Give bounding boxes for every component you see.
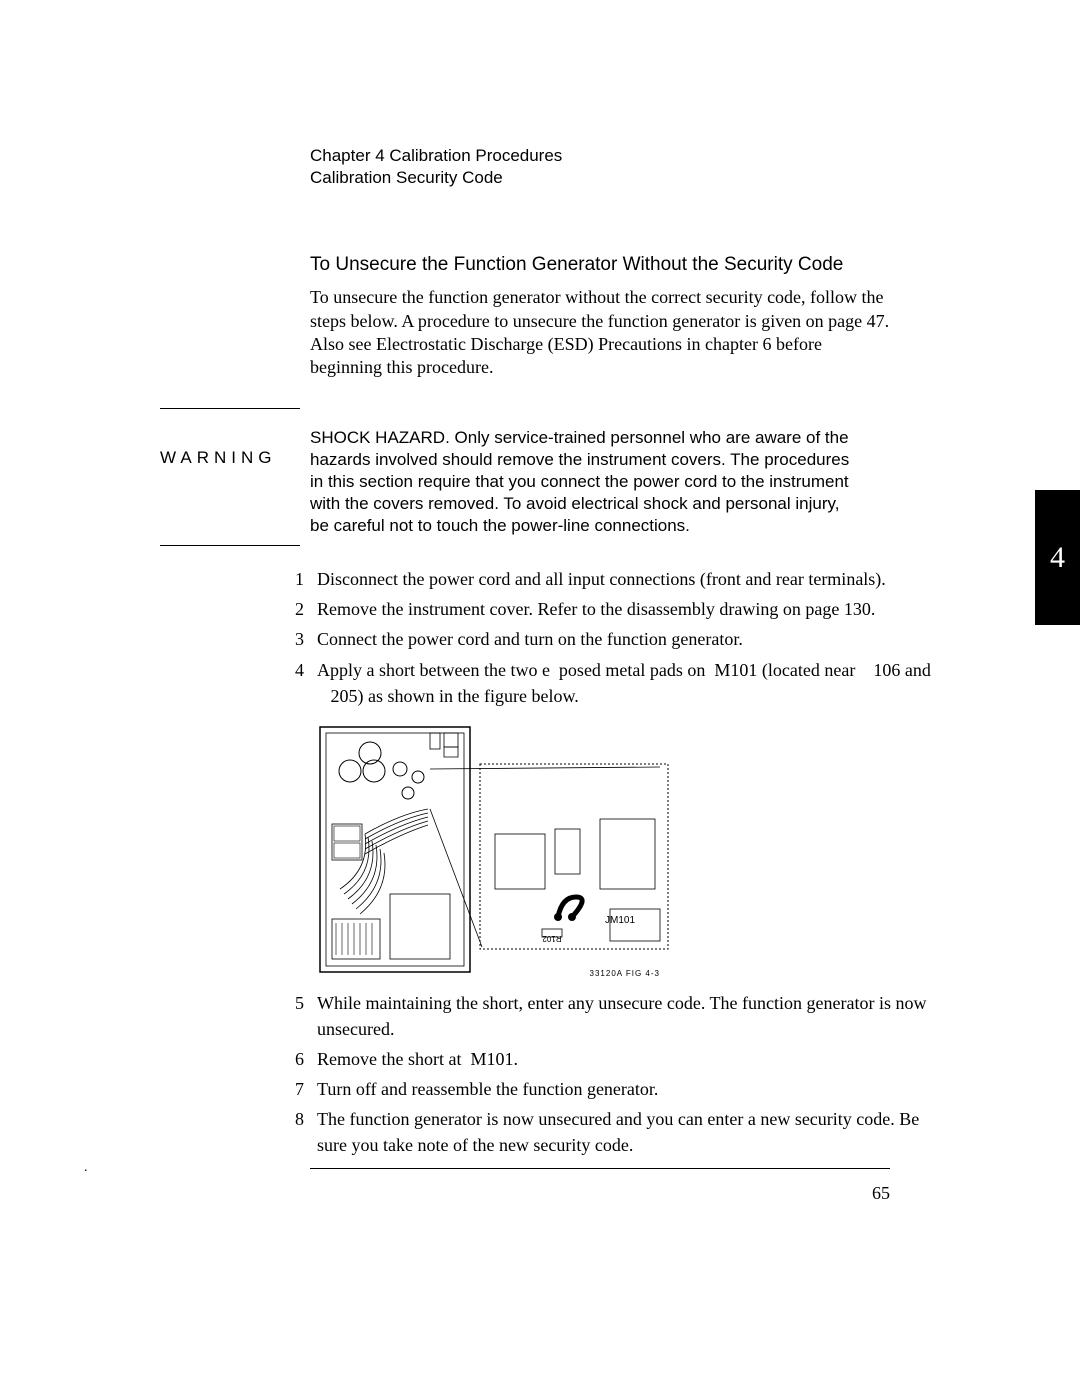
step-text: Turn off and reassemble the function gen… [317, 1076, 935, 1102]
stray-mark: . [84, 1160, 88, 1176]
step-number: 6 [295, 1046, 317, 1072]
step-item: 3 Connect the power cord and turn on the… [295, 626, 935, 652]
page-number: 65 [310, 1183, 890, 1204]
step-item: 5 While maintaining the short, enter any… [295, 990, 935, 1042]
step-number: 3 [295, 626, 317, 652]
step-number: 5 [295, 990, 317, 1042]
r102-label: R102 [542, 934, 562, 943]
step-text: While maintaining the short, enter any u… [317, 990, 935, 1042]
step-item: 6 Remove the short at M101. [295, 1046, 935, 1072]
circuit-diagram: R102 JM101 33120A FIG 4-3 [310, 719, 680, 984]
warning-text: SHOCK HAZARD. Only service-trained perso… [310, 427, 850, 537]
step-item: 1 Disconnect the power cord and all inpu… [295, 566, 935, 592]
step-text: Remove the short at M101. [317, 1046, 935, 1072]
chapter-tab: 4 [1035, 490, 1080, 625]
warning-block: WARNING SHOCK HAZARD. Only service-train… [160, 408, 890, 546]
warning-rule-bottom [160, 545, 300, 546]
footer-rule [310, 1168, 890, 1169]
steps-list-a: 1 Disconnect the power cord and all inpu… [295, 566, 935, 708]
chapter-header: Chapter 4 Calibration Procedures [310, 145, 920, 167]
figure-caption: 33120A FIG 4-3 [590, 969, 660, 978]
step-number: 1 [295, 566, 317, 592]
step-text: Connect the power cord and turn on the f… [317, 626, 935, 652]
warning-label: WARNING [160, 448, 277, 468]
warning-rule-top [160, 408, 300, 409]
step-number: 4 [295, 657, 317, 709]
step-number: 7 [295, 1076, 317, 1102]
document-page: Chapter 4 Calibration Procedures Calibra… [160, 145, 920, 1204]
diagram-svg: R102 JM101 [310, 719, 680, 984]
step-item: 2 Remove the instrument cover. Refer to … [295, 596, 935, 622]
step-number: 8 [295, 1106, 317, 1158]
step-item: 7 Turn off and reassemble the function g… [295, 1076, 935, 1102]
chapter-tab-number: 4 [1050, 541, 1065, 575]
step-item: 8 The function generator is now unsecure… [295, 1106, 935, 1158]
steps-list-b: 5 While maintaining the short, enter any… [295, 990, 935, 1159]
jm101-label: JM101 [605, 915, 635, 926]
step-text: Apply a short between the two e posed me… [317, 657, 935, 709]
section-header: Calibration Security Code [310, 167, 920, 189]
step-text: The function generator is now unsecured … [317, 1106, 935, 1158]
step-text: Disconnect the power cord and all input … [317, 566, 935, 592]
step-item: 4 Apply a short between the two e posed … [295, 657, 935, 709]
step-text: Remove the instrument cover. Refer to th… [317, 596, 935, 622]
step-number: 2 [295, 596, 317, 622]
page-title: To Unsecure the Function Generator Witho… [310, 254, 920, 276]
intro-paragraph: To unsecure the function generator witho… [310, 286, 890, 380]
